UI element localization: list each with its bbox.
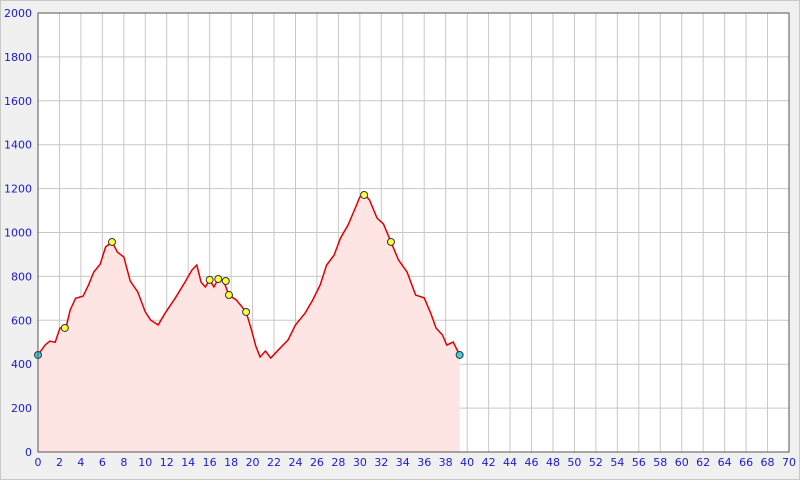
x-tick-label: 40 — [460, 456, 474, 469]
x-tick-label: 36 — [417, 456, 431, 469]
waypoint-marker — [108, 237, 117, 246]
x-tick-label: 16 — [203, 456, 217, 469]
y-tick-label: 1200 — [4, 183, 32, 196]
y-tick-label: 1800 — [4, 51, 32, 64]
waypoint-marker — [224, 291, 233, 300]
x-tick-label: 64 — [718, 456, 732, 469]
x-tick-label: 10 — [138, 456, 152, 469]
x-tick-label: 62 — [696, 456, 710, 469]
x-tick-label: 48 — [546, 456, 560, 469]
x-tick-label: 70 — [782, 456, 796, 469]
x-tick-label: 14 — [181, 456, 195, 469]
y-tick-label: 600 — [11, 314, 32, 327]
elevation-line — [37, 194, 461, 360]
x-tick-label: 52 — [589, 456, 603, 469]
x-tick-label: 34 — [396, 456, 410, 469]
y-tick-label: 1600 — [4, 95, 32, 108]
y-tick-label: 1400 — [4, 139, 32, 152]
x-tick-label: 68 — [761, 456, 775, 469]
x-tick-label: 12 — [160, 456, 174, 469]
x-tick-label: 54 — [610, 456, 624, 469]
y-tick-label: 800 — [11, 270, 32, 283]
y-tick-label: 0 — [25, 446, 32, 459]
y-tick-label: 400 — [11, 358, 32, 371]
x-tick-label: 56 — [632, 456, 646, 469]
x-tick-label: 6 — [99, 456, 106, 469]
y-tick-label: 1000 — [4, 227, 32, 240]
x-tick-label: 32 — [374, 456, 388, 469]
x-tick-label: 38 — [439, 456, 453, 469]
x-tick-label: 66 — [739, 456, 753, 469]
x-tick-label: 8 — [120, 456, 127, 469]
waypoint-marker — [242, 307, 251, 316]
plot-border — [37, 12, 790, 453]
x-tick-label: 4 — [77, 456, 84, 469]
waypoint-marker — [221, 277, 230, 286]
x-tick-label: 24 — [288, 456, 302, 469]
waypoint-marker — [60, 323, 69, 332]
x-tick-label: 30 — [353, 456, 367, 469]
x-tick-label: 22 — [267, 456, 281, 469]
x-tick-label: 18 — [224, 456, 238, 469]
x-tick-label: 46 — [525, 456, 539, 469]
x-tick-label: 0 — [35, 456, 42, 469]
x-tick-label: 60 — [675, 456, 689, 469]
waypoint-marker — [214, 275, 223, 284]
x-tick-label: 28 — [331, 456, 345, 469]
y-tick-label: 2000 — [4, 7, 32, 20]
x-tick-label: 58 — [653, 456, 667, 469]
waypoint-marker — [360, 190, 369, 199]
y-tick-label: 200 — [11, 402, 32, 415]
x-tick-label: 20 — [246, 456, 260, 469]
x-tick-label: 26 — [310, 456, 324, 469]
waypoint-marker — [205, 275, 214, 284]
waypoint-marker — [386, 237, 395, 246]
x-tick-label: 42 — [482, 456, 496, 469]
x-tick-label: 44 — [503, 456, 517, 469]
x-tick-label: 2 — [56, 456, 63, 469]
x-tick-label: 50 — [567, 456, 581, 469]
endpoint-marker — [455, 350, 464, 359]
